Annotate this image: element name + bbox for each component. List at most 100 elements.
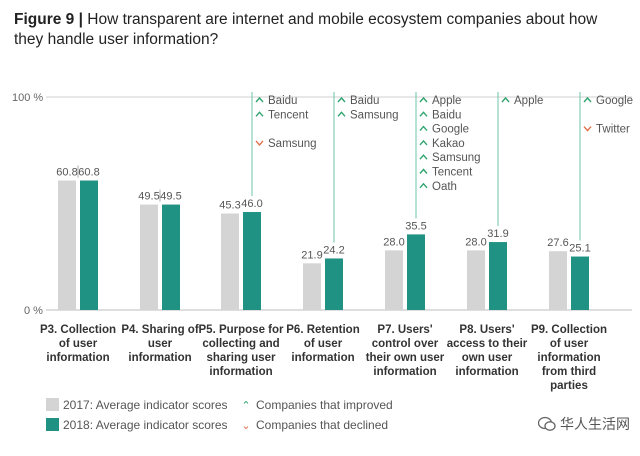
company-name: Apple	[432, 95, 461, 107]
y-tick-label: 0 %	[24, 305, 43, 317]
category-label: information	[373, 366, 436, 378]
bar-2018	[571, 256, 589, 310]
data-label-2018: 60.8	[78, 166, 99, 178]
legend-improved: ⌃ Companies that improved	[240, 398, 393, 412]
category-label: P3. Collection	[40, 324, 116, 336]
category-label: information	[455, 366, 518, 378]
chevron-up-icon	[419, 96, 428, 103]
category-label: collecting and	[202, 338, 279, 350]
chevron-up-icon	[583, 96, 592, 103]
bar-2017	[140, 204, 158, 310]
category-label: P6. Retention	[286, 324, 359, 336]
chevron-up-icon	[337, 96, 346, 103]
data-label-2017: 28.0	[383, 236, 404, 248]
category-label: own user	[462, 352, 513, 364]
category-label: information	[128, 352, 191, 364]
data-label-2018: 46.0	[241, 198, 262, 210]
chevron-up-icon	[501, 96, 510, 103]
category-label: sharing user	[206, 352, 276, 364]
legend-swatch-2017	[46, 398, 59, 411]
bar-2018	[80, 180, 98, 310]
category-label: P7. Users'	[377, 324, 432, 336]
company-name: Baidu	[350, 95, 379, 107]
bar-2018	[489, 242, 507, 310]
legend-2017: 2017: Average indicator scores	[46, 398, 228, 412]
data-label-2017: 49.5	[138, 191, 159, 203]
bar-2017	[467, 250, 485, 310]
chevron-up-icon	[255, 96, 264, 103]
data-label-2017: 21.9	[301, 249, 322, 261]
chevron-up-icon	[419, 154, 428, 160]
bar-2018	[243, 212, 261, 310]
category-label: parties	[550, 380, 588, 392]
company-name: Google	[596, 95, 633, 107]
wechat-icon	[538, 416, 556, 431]
category-label: P5. Purpose for	[199, 324, 285, 336]
data-label-2017: 60.8	[56, 166, 77, 178]
chevron-up-icon	[419, 168, 428, 174]
company-name: Tencent	[432, 167, 473, 179]
data-label-2018: 31.9	[487, 228, 508, 240]
chevron-up-icon	[337, 111, 346, 117]
company-name: Kakao	[432, 138, 465, 150]
category-label: P9. Collection	[531, 324, 607, 336]
chart-title: Figure 9 | How transparent are internet …	[14, 10, 624, 50]
category-label: control over	[372, 338, 439, 350]
category-label: P4. Sharing of	[121, 324, 198, 336]
y-tick-label: 100 %	[12, 92, 43, 104]
chevron-up-icon	[419, 125, 428, 132]
data-label-2018: 24.2	[323, 244, 344, 256]
bar-2017	[303, 263, 321, 310]
chevron-up-icon	[419, 182, 428, 189]
category-label: access to their	[447, 338, 528, 350]
category-label: P8. Users'	[459, 324, 514, 336]
data-label-2017: 27.6	[547, 237, 568, 249]
bar-2017	[549, 251, 567, 310]
bar-2018	[325, 258, 343, 310]
category-label: of user	[550, 338, 589, 350]
chevron-down-icon: ⌄	[241, 420, 251, 432]
chevron-up-icon	[419, 139, 428, 146]
company-name: Samsung	[432, 152, 481, 164]
data-label-2018: 49.5	[160, 191, 181, 203]
category-label: user	[148, 338, 173, 350]
figure-label: Figure 9 |	[14, 11, 83, 28]
company-name: Baidu	[268, 95, 297, 107]
bar-2018	[407, 234, 425, 310]
category-label: their own user	[366, 352, 445, 364]
company-name: Twitter	[596, 124, 630, 136]
category-label: information	[209, 366, 272, 378]
bar-2018	[162, 204, 180, 310]
chevron-up-icon	[255, 111, 264, 117]
chevron-up-icon: ⌃	[241, 400, 251, 412]
data-label-2017: 45.3	[219, 200, 240, 212]
chevron-down-icon	[255, 140, 264, 146]
watermark: 华人生活网	[538, 414, 630, 434]
company-name: Apple	[514, 95, 543, 107]
category-label: information	[537, 352, 600, 364]
legend-label-2018: 2018: Average indicator scores	[63, 418, 228, 432]
category-label: of user	[304, 338, 343, 350]
legend-declined: ⌄ Companies that declined	[240, 418, 388, 432]
category-label: of user	[59, 338, 98, 350]
data-label-2018: 35.5	[405, 220, 426, 232]
category-label: from third	[542, 366, 596, 378]
watermark-text: 华人生活网	[560, 416, 630, 432]
bar-2017	[221, 213, 239, 310]
legend-label-2017: 2017: Average indicator scores	[63, 398, 228, 412]
company-name: Tencent	[268, 109, 309, 121]
category-label: information	[46, 352, 109, 364]
company-name: Baidu	[432, 109, 461, 121]
company-name: Oath	[432, 181, 457, 193]
figure-title-text: How transparent are internet and mobile …	[14, 11, 598, 48]
chevron-down-icon	[583, 126, 592, 132]
data-label-2018: 25.1	[569, 243, 590, 255]
legend-label-declined: Companies that declined	[256, 418, 389, 432]
company-name: Samsung	[350, 109, 399, 121]
legend-label-improved: Companies that improved	[256, 398, 393, 412]
bar-2017	[58, 180, 76, 310]
legend-2018: 2018: Average indicator scores	[46, 418, 228, 432]
chevron-up-icon	[419, 111, 428, 117]
data-label-2017: 28.0	[465, 236, 486, 248]
